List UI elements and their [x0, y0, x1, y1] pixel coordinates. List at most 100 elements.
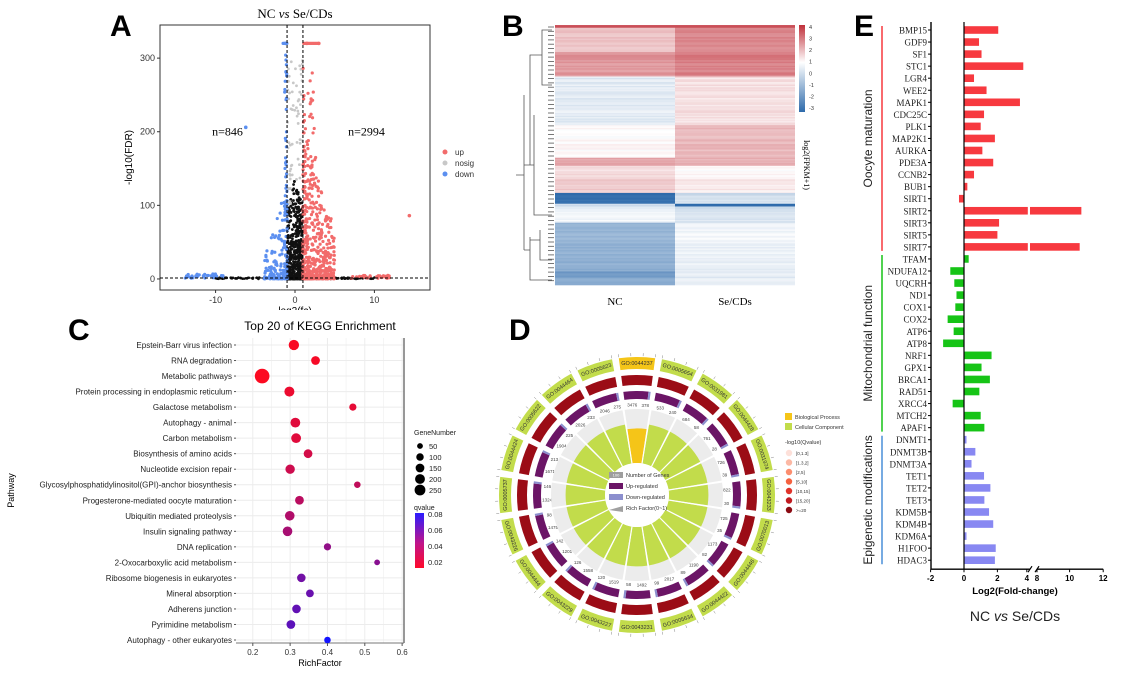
- point-up: [319, 204, 323, 208]
- heatmap-cell-nc: [555, 222, 675, 225]
- point-up: [309, 261, 313, 265]
- point-down: [284, 53, 288, 57]
- point-nosig: [300, 222, 303, 226]
- point-up: [314, 270, 318, 275]
- heatmap-cell-secds: [675, 244, 795, 247]
- point-up: [313, 263, 317, 267]
- heatmap-cell-secds: [675, 280, 795, 283]
- panel-c-kegg-dotplot: C Top 20 of KEGG Enrichment Epstein-Barr …: [0, 310, 500, 676]
- heatmap-cell-secds: [675, 190, 795, 192]
- heatmap-cell-nc: [555, 172, 675, 175]
- heatmap-cell-secds: [675, 168, 795, 171]
- down-count-label: 275: [613, 405, 621, 410]
- category-legend-swatch: [785, 413, 792, 420]
- up-count-label: 1201: [562, 549, 573, 554]
- go-term-band: [577, 608, 615, 631]
- wedge-separator: [622, 526, 633, 581]
- scale-tick: [673, 358, 676, 362]
- heatmap-cell-secds: [675, 84, 795, 87]
- heatmap-cell-nc: [555, 38, 675, 41]
- point-up: [306, 163, 310, 168]
- point-nosig-grey: [298, 176, 302, 180]
- point-nosig: [292, 271, 296, 275]
- heatmap-cell-secds: [675, 131, 795, 134]
- rich-factor-wedge: [627, 428, 647, 464]
- point-down: [284, 172, 289, 176]
- heatmap-cell-secds: [675, 209, 795, 211]
- heatmap-cell-secds: [675, 56, 795, 58]
- point-down: [243, 125, 248, 130]
- heatmap-cell-nc: [555, 123, 675, 126]
- heatmap-cell-secds: [675, 115, 795, 118]
- down-regulated-segment: [682, 578, 689, 587]
- qvalue-ring-segment: [656, 376, 689, 396]
- point-up: [321, 259, 325, 264]
- qvalue-ring-segment: [531, 547, 558, 578]
- heatmap-cell-secds: [675, 245, 795, 248]
- heatmap-cell-secds: [675, 31, 795, 34]
- up-count-label: 1190: [689, 562, 699, 567]
- scale-tick: [512, 427, 515, 429]
- down-regulated-segment: [647, 391, 651, 400]
- heatmap-cell-secds: [675, 248, 795, 251]
- point-nosig-grey: [288, 187, 292, 191]
- point-up: [363, 273, 367, 278]
- point-down: [283, 218, 287, 222]
- bar-sirt2-broken: [1030, 206, 1082, 215]
- panel-letter-b: B: [502, 10, 524, 43]
- point-down: [211, 272, 215, 276]
- point-nosig: [298, 201, 302, 205]
- qvalue-legend-label: [15,20]: [796, 499, 810, 504]
- go-term-band: [618, 357, 656, 371]
- x-axis-label: RichFactor: [298, 658, 342, 668]
- heatmap-cell-secds: [675, 57, 795, 60]
- qvalue-ring-segment: [689, 574, 720, 601]
- x-tick-label: 10: [1065, 574, 1074, 583]
- x-tick-label: 10: [369, 295, 379, 305]
- heatmap-cell-nc: [555, 182, 675, 184]
- up-regulated-segment: [654, 392, 680, 408]
- heatmap-cell-nc: [555, 73, 675, 76]
- heatmap-cell-nc: [555, 270, 675, 272]
- scale-tick: [500, 531, 504, 534]
- point-nosig: [296, 192, 300, 196]
- scale-tick: [497, 519, 501, 521]
- bar-rad51: [964, 387, 980, 396]
- heatmap-cell-secds: [675, 127, 795, 130]
- point-nosig: [288, 236, 292, 239]
- heatmap-cell-nc: [555, 118, 675, 121]
- point-up: [322, 273, 326, 277]
- scale-tick: [770, 531, 774, 534]
- y-axis-label: -log10(FDR): [124, 130, 135, 185]
- heatmap-cell-nc: [555, 161, 675, 164]
- panel-b-heatmap: B NC Se/CDs 4 3 2 1 0 -1 -2 -3 log2(FPKM+1): [490, 0, 850, 310]
- heatmap-cell-secds: [675, 160, 795, 163]
- heatmap-cell-nc: [555, 252, 675, 255]
- heatmap-cell-nc: [555, 195, 675, 198]
- color-legend-label: 0.08: [428, 510, 443, 519]
- pathway-label: Metabolic pathways: [162, 372, 232, 381]
- heatmap-cell-secds: [675, 29, 795, 31]
- group-label: Epigenetic modifications: [861, 435, 875, 564]
- heatmap-cell-nc: [555, 98, 675, 100]
- pathway-label: Pyrimidine metabolism: [152, 620, 233, 629]
- rich-factor-wedge: [566, 500, 609, 527]
- gene-label: CCNB2: [898, 170, 927, 180]
- point-down: [279, 272, 283, 276]
- point-up: [311, 90, 315, 94]
- heatmap-cell-secds: [675, 224, 795, 226]
- point-nosig: [289, 258, 293, 261]
- down-regulated-segment: [654, 589, 658, 598]
- point-up: [301, 243, 305, 247]
- gene-label: CDC25C: [893, 110, 927, 120]
- point-nosig-grey: [290, 173, 294, 177]
- point-up: [302, 112, 307, 117]
- heatmap-cell-secds: [675, 205, 795, 207]
- heatmap-cell-secds: [675, 234, 795, 237]
- panel-letter-c: C: [68, 314, 90, 347]
- dot-autophagy-other-eukaryotes: [324, 636, 331, 644]
- heatmap-cell-secds: [675, 173, 795, 176]
- down-regulated-segment: [592, 581, 598, 590]
- point-up: [302, 97, 306, 101]
- heatmap-cell-secds: [675, 213, 795, 215]
